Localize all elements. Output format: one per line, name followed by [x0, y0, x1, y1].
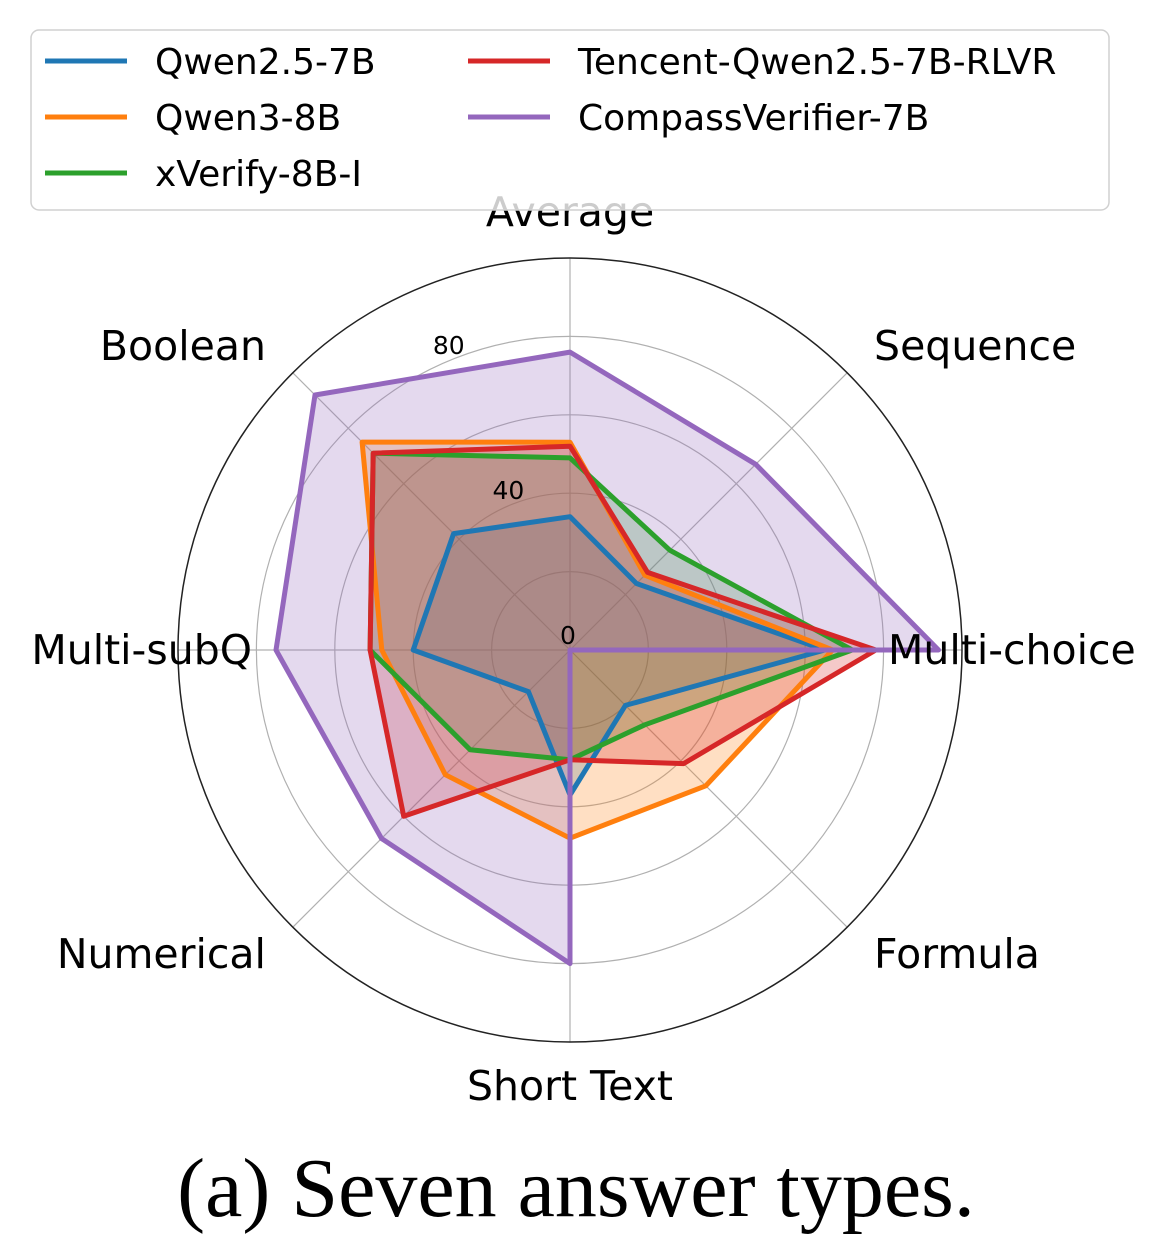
axis-label: Multi-subQ — [31, 626, 252, 674]
grid-spoke — [569, 649, 848, 928]
series-fill — [413, 516, 825, 795]
series-line — [273, 349, 941, 967]
legend-label: CompassVerifier-7B — [578, 98, 929, 139]
legend: Qwen2.5-7B Qwen3-8B xVerify-8B-I Tencent-Qw… — [30, 29, 1110, 211]
radial-tick-label: 0 — [560, 621, 576, 650]
axis-label: Short Text — [467, 1062, 673, 1110]
grid-spoke — [292, 372, 571, 651]
outer-boundary — [177, 257, 963, 1043]
axis-label: Numerical — [57, 930, 266, 978]
legend-frame — [30, 29, 1110, 211]
legend-label: Tencent-Qwen2.5-7B-RLVR — [577, 42, 1056, 83]
series-fill — [276, 352, 939, 964]
axis-label: Multi-choice — [888, 626, 1136, 674]
figure-caption: (a) Seven answer types. — [177, 1142, 975, 1235]
axis-label: Boolean — [100, 322, 266, 370]
axis-label: Formula — [874, 930, 1040, 978]
radar-axis-labels: 04080AverageSequenceMulti-choiceFormulaS… — [31, 188, 1135, 1110]
axis-label: Sequence — [874, 322, 1076, 370]
legend-label: Qwen3-8B — [155, 98, 341, 139]
grid-spoke — [292, 649, 571, 928]
legend-label: xVerify-8B-I — [155, 154, 362, 195]
radar-series — [273, 349, 941, 967]
grid-spoke — [569, 372, 848, 651]
radial-tick-label: 40 — [492, 476, 524, 505]
legend-label: Qwen2.5-7B — [155, 42, 376, 83]
series-fill — [362, 442, 833, 839]
radar-chart: 04080AverageSequenceMulti-choiceFormulaS… — [30, 29, 1136, 1110]
radial-tick-label: 80 — [433, 331, 465, 360]
